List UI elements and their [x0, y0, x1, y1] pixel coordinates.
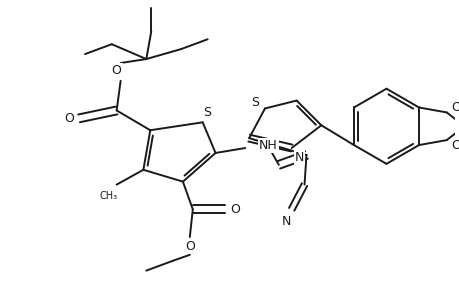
Text: S: S [202, 106, 210, 119]
Text: N: N [281, 215, 291, 228]
Text: CH₃: CH₃ [100, 191, 118, 202]
Text: NH: NH [258, 139, 277, 152]
Text: O: O [64, 112, 74, 125]
Text: O: O [112, 64, 121, 77]
Text: S: S [251, 96, 258, 109]
Text: O: O [185, 240, 194, 254]
Text: O: O [451, 101, 459, 114]
Text: O: O [451, 139, 459, 152]
Text: O: O [230, 203, 240, 216]
Text: N: N [294, 152, 303, 164]
